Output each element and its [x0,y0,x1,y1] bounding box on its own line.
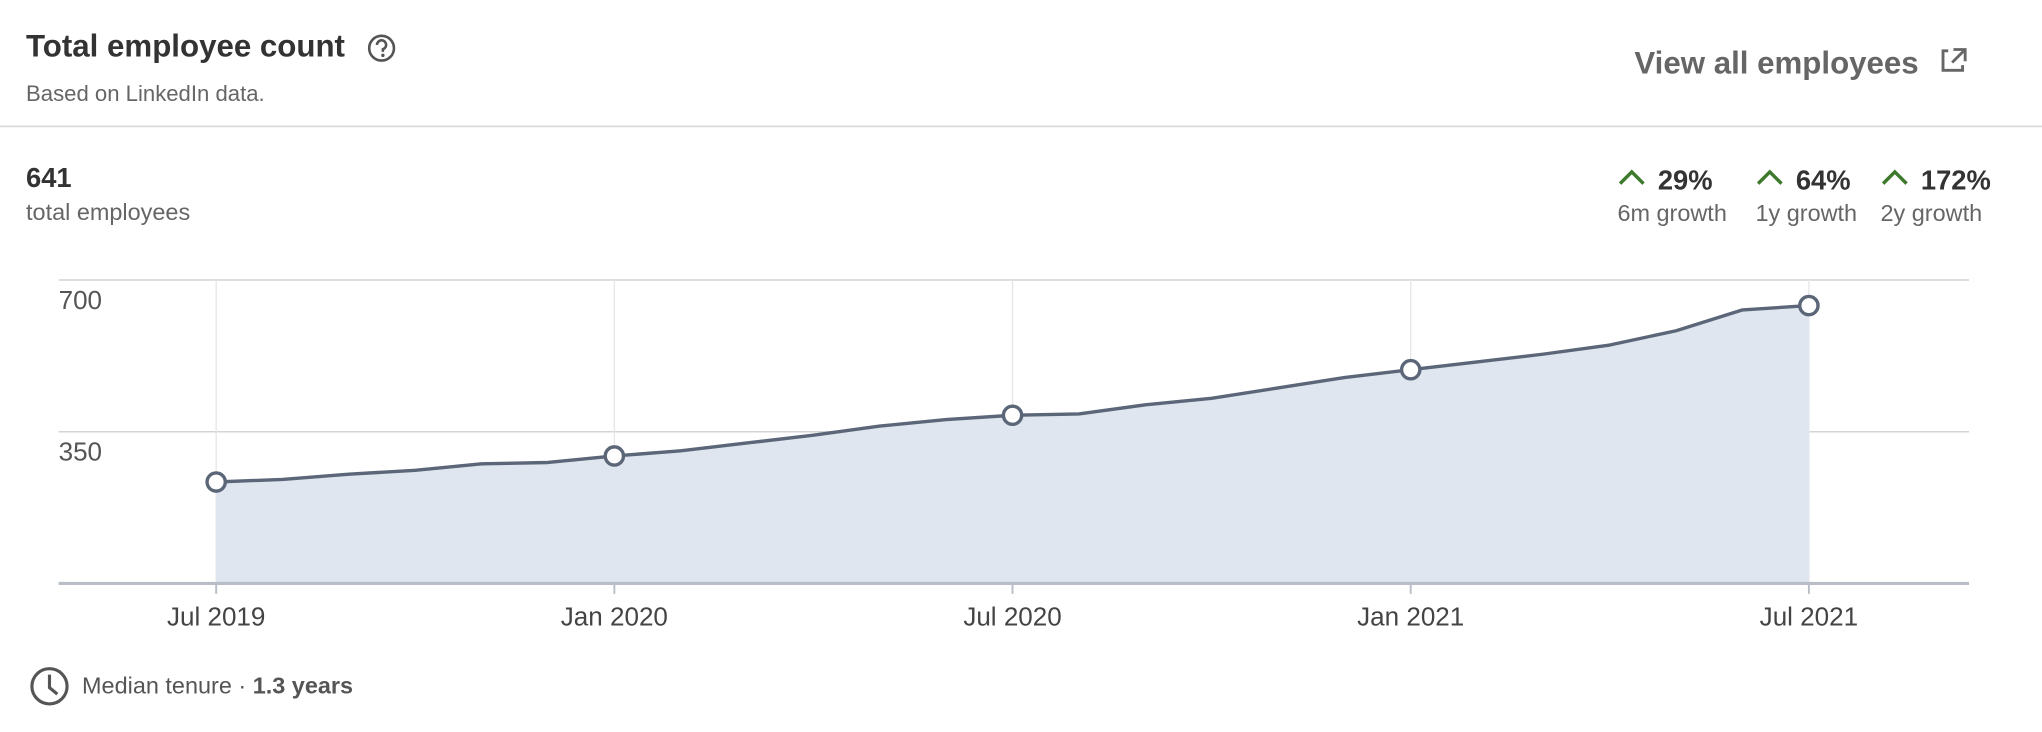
growth-stats: 29% 6m growth 64% 1y growth 172% 2y growth [1617,165,1990,227]
growth-arrow [1881,169,1908,185]
tenure-value: 1.3 years [253,673,353,699]
subtitle: Based on LinkedIn data. [26,81,265,106]
tenure-label: Median tenure [82,673,232,699]
x-tick-label: Jul 2020 [963,601,1061,631]
view-all-link[interactable]: View all employees [1634,45,1918,80]
total-count: 641 [26,162,72,193]
point [205,471,227,493]
external-link-icon[interactable] [1941,48,1967,72]
point [1399,358,1422,381]
y-tick-label: 350 [59,437,102,467]
growth-label: 2y growth [1881,200,1983,226]
x-tick-label: Jul 2021 [1760,601,1858,631]
help-icon[interactable] [367,34,396,62]
growth-label: 6m growth [1617,200,1726,226]
x-tick-label: Jan 2020 [561,601,668,631]
point [1001,404,1024,427]
growth-value: 64% [1796,165,1851,196]
total-label: total employees [26,199,190,225]
x-tick-label: Jul 2019 [167,601,265,631]
clock-icon [30,667,69,706]
growth-arrow [1618,169,1645,185]
growth-label: 1y growth [1755,200,1857,226]
chart: 350 700 Jul 2019 Jan 2020 Jul 2020 Jan 2021 Ju… [58,279,1970,631]
y-tick-label: 700 [59,285,102,315]
point [603,445,626,467]
tenure: Median tenure · 1.3 years [82,673,353,699]
point [1798,294,1820,317]
separator: · [238,673,246,699]
growth-value: 29% [1658,165,1713,196]
x-tick-label: Jan 2021 [1357,601,1464,631]
growth-arrow [1756,169,1783,185]
title: Total employee count [26,28,346,63]
growth-value: 172% [1921,165,1991,196]
